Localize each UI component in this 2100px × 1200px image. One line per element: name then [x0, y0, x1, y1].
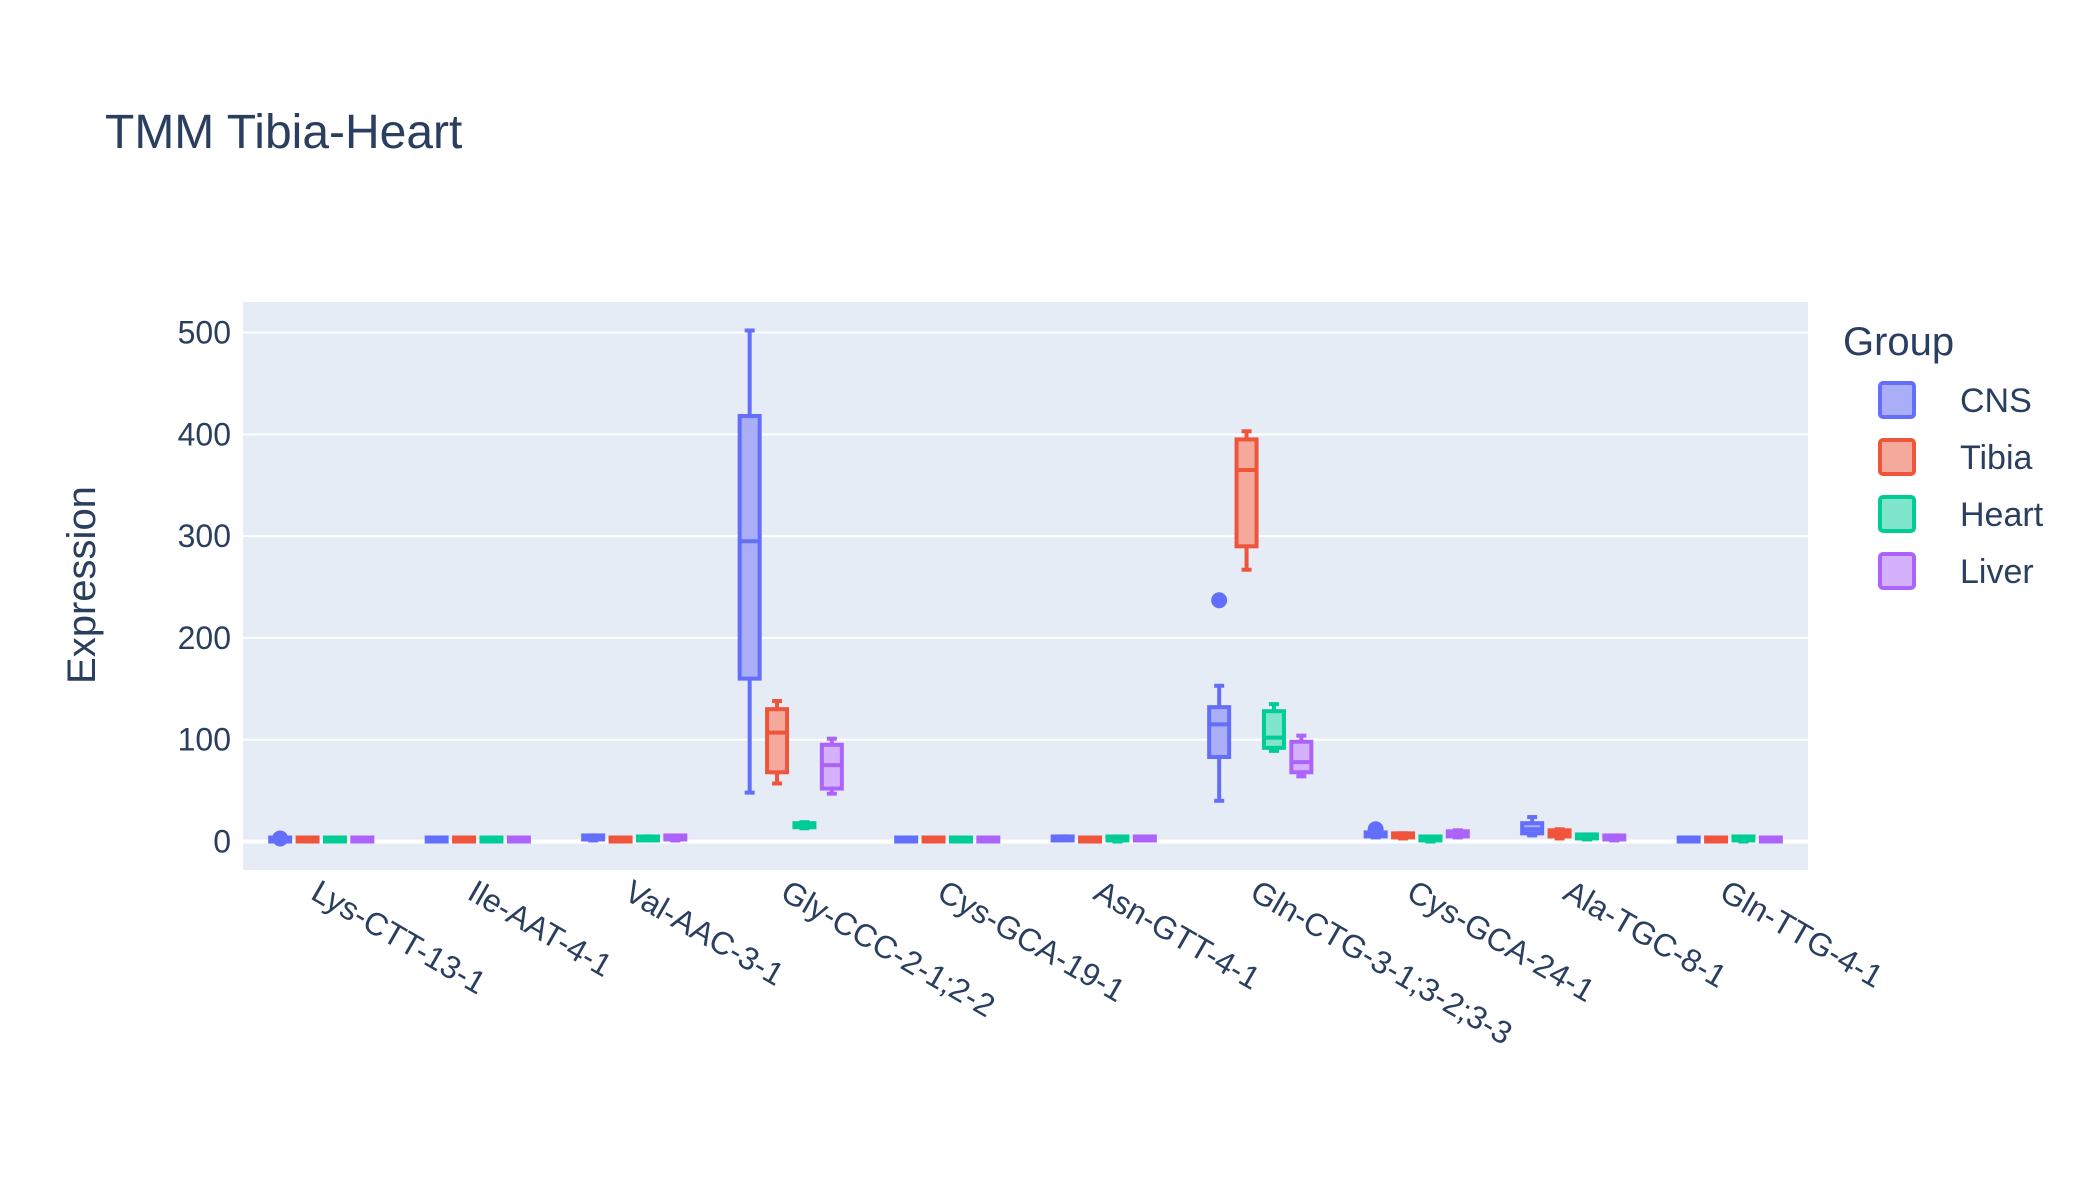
y-axis-title: Expression	[60, 486, 104, 684]
legend-item-liver: Liver	[1878, 552, 2034, 591]
legend-swatch	[1878, 552, 1916, 590]
box	[1704, 835, 1729, 844]
box	[479, 835, 504, 844]
legend-swatch	[1878, 438, 1916, 476]
box-iqr	[737, 414, 762, 681]
box-traces	[268, 328, 1783, 847]
box	[1445, 828, 1470, 840]
legend-swatch	[1878, 381, 1916, 419]
legend-label: Heart	[1960, 496, 2044, 534]
legend-item-cns: CNS	[1878, 381, 2032, 420]
legend-label: Tibia	[1960, 439, 2033, 477]
box	[1602, 833, 1627, 843]
box-iqr	[765, 707, 790, 775]
box	[792, 820, 817, 831]
y-axis-ticks: 0 100 200 300 400 500	[178, 315, 231, 860]
box	[1676, 835, 1701, 844]
series-heart	[322, 702, 1756, 844]
box	[921, 835, 946, 844]
box	[268, 830, 293, 847]
box	[976, 835, 1001, 844]
outlier-point	[272, 830, 289, 847]
box	[1547, 827, 1572, 841]
legend-item-heart: Heart	[1878, 495, 2044, 534]
series-tibia	[295, 429, 1729, 844]
box	[819, 736, 844, 796]
box	[737, 328, 762, 795]
box	[894, 835, 919, 844]
box	[1050, 834, 1075, 843]
box-iqr	[1234, 437, 1259, 549]
box	[1105, 834, 1130, 844]
legend: Group CNS Tibia Heart Liver	[1843, 320, 2044, 591]
box	[452, 835, 477, 844]
y-tick-label: 400	[178, 416, 231, 452]
box	[1234, 429, 1259, 572]
box	[1289, 733, 1314, 779]
box	[948, 835, 973, 844]
box	[506, 835, 531, 844]
series-liver	[350, 733, 1783, 844]
box	[765, 699, 790, 786]
plot-area	[243, 302, 1808, 870]
box	[635, 834, 660, 843]
box	[295, 835, 320, 844]
box	[1391, 831, 1416, 841]
box	[1758, 835, 1783, 844]
box	[1520, 815, 1545, 838]
box	[1363, 821, 1388, 840]
box	[1731, 834, 1756, 844]
legend-items: CNS Tibia Heart Liver	[1878, 381, 2044, 591]
box	[608, 835, 633, 844]
y-tick-label: 500	[178, 315, 231, 351]
legend-title: Group	[1843, 320, 1954, 364]
box	[1207, 592, 1232, 803]
chart-title: TMM Tibia-Heart	[105, 106, 462, 159]
outlier-point	[1367, 821, 1384, 838]
box	[663, 833, 688, 843]
box	[322, 835, 347, 844]
box-iqr	[1207, 705, 1232, 760]
box	[581, 833, 606, 843]
legend-item-tibia: Tibia	[1878, 438, 2033, 477]
legend-label: Liver	[1960, 553, 2034, 591]
box	[1132, 834, 1157, 843]
box-iqr	[1261, 709, 1286, 750]
y-tick-label: 0	[213, 823, 231, 859]
gridlines	[243, 331, 1808, 844]
y-tick-label: 200	[178, 620, 231, 656]
y-tick-label: 100	[178, 722, 231, 758]
series-cns	[268, 328, 1701, 847]
box	[424, 835, 449, 844]
box	[350, 835, 375, 844]
legend-swatch	[1878, 495, 1916, 533]
box	[1261, 702, 1286, 753]
box	[1418, 834, 1443, 844]
box	[1078, 835, 1103, 844]
outlier-point	[1211, 592, 1228, 609]
y-tick-label: 300	[178, 518, 231, 554]
box-iqr	[1289, 739, 1314, 775]
legend-label: CNS	[1960, 382, 2032, 420]
box	[1574, 832, 1599, 842]
